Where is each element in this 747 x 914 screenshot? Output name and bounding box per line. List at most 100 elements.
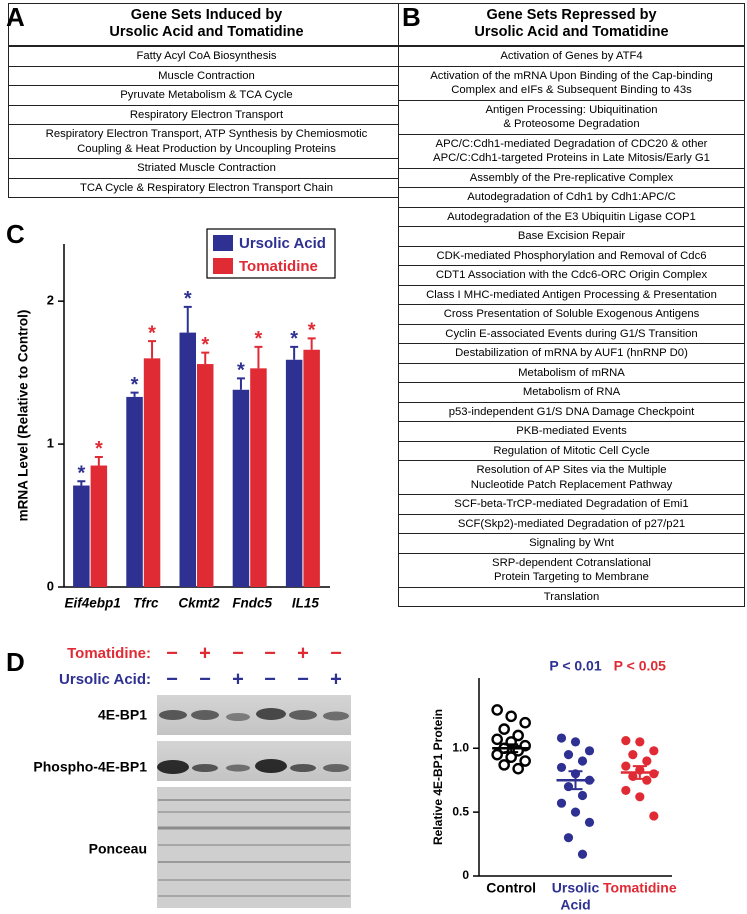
gene-set-row: Respiratory Electron Transport, ATP Synt…	[9, 124, 404, 158]
data-point	[512, 729, 524, 742]
y-tick-label: 0	[462, 868, 469, 882]
data-point	[628, 750, 638, 760]
title-line: Ursolic Acid and Tomatidine	[474, 24, 669, 40]
row-line: Autodegradation of Cdh1 by Cdh1:APC/C	[467, 191, 676, 203]
gene-set-row: Regulation of Mitotic Cell Cycle	[399, 440, 744, 461]
data-point	[577, 849, 588, 859]
row-line: Cross Presentation of Soluble Exogenous …	[443, 308, 700, 320]
row-line: Resolution of AP Sites via the Multiple	[476, 464, 667, 476]
row-line: APC/C:Cdh1-mediated Degradation of CDC20…	[435, 137, 708, 150]
row-line: p53-independent G1/S DNA Damage Checkpoi…	[448, 405, 695, 418]
gene-set-row: Antigen Processing: Ubiquitination & Prot…	[399, 99, 744, 134]
ponceau-bands	[158, 799, 350, 897]
row-line: Nucleotide Patch Replacement Pathway	[470, 478, 673, 491]
bar	[285, 359, 303, 587]
treatment-sign: +	[297, 642, 309, 664]
row-line: SRP-dependent Cotranslational	[492, 556, 651, 569]
row-line: Class I MHC-mediated Antigen Processing …	[426, 288, 717, 301]
data-point	[556, 762, 567, 773]
significance-star: *	[237, 360, 245, 382]
p-value: P < 0.05	[614, 658, 667, 674]
x-tick-label: Ckmt2	[178, 596, 220, 611]
row-line: CDK-mediated Phosphorylation and Removal…	[436, 249, 707, 262]
gene-set-row: p53-independent G1/S DNA Damage Checkpoi…	[399, 401, 744, 422]
panel-letter: B	[402, 2, 421, 32]
blot-phospho	[157, 741, 351, 781]
gene-set-row: PKB-mediated Events	[399, 421, 744, 441]
treatment-sign: +	[330, 668, 342, 690]
data-point	[563, 750, 574, 760]
gene-set-row: TCA Cycle & Respiratory Electron Transpo…	[9, 177, 404, 198]
treatment-sign: −	[264, 642, 276, 664]
row-line: Destabilization of mRNA by AUF1 (hnRNP D…	[455, 347, 688, 359]
y-tick-label: 0	[47, 578, 54, 593]
data-point	[577, 756, 588, 766]
error-bar	[130, 391, 139, 397]
gene-set-row: Translation	[399, 586, 744, 607]
gene-set-row: Destabilization of mRNA by AUF1 (hnRNP D…	[399, 343, 744, 363]
significance-star: *	[131, 374, 139, 396]
data-point	[498, 759, 510, 771]
data-point	[519, 755, 531, 767]
y-axis-label: mRNA Level (Relative to Control)	[16, 310, 31, 522]
significance-star: *	[201, 334, 209, 356]
error-bar	[290, 345, 299, 360]
legend: Ursolic Acid Tomatidine	[206, 228, 336, 279]
row-line: APC/C:Cdh1-targeted Proteins in Late Mit…	[433, 152, 710, 164]
row-line: Signaling by Wnt	[529, 537, 614, 549]
row-line: Respiratory Electron Transport, ATP Synt…	[45, 128, 368, 140]
row-line: Base Excision Repair	[517, 230, 626, 242]
data-point	[505, 710, 517, 723]
data-point	[570, 737, 581, 747]
bar	[197, 364, 214, 587]
error-bar	[77, 480, 86, 486]
row-line: CDT1 Association with the Cdc6-ORC Origi…	[435, 269, 708, 281]
sem-bar	[632, 765, 647, 780]
gene-set-row: Assembly of the Pre-replicative Complex	[399, 167, 744, 188]
row-line: Autodegradation of the E3 Ubiquitin Liga…	[447, 210, 696, 223]
data-point	[649, 811, 659, 821]
y-tick-label: 0.5	[452, 804, 469, 818]
bar	[303, 349, 320, 587]
blot-label: 4E-BP1	[98, 707, 147, 723]
data-point	[519, 716, 531, 729]
group-label: Acid	[560, 897, 590, 913]
row-line: SCF-beta-TrCP-mediated Degradation of Em…	[454, 498, 689, 510]
treatment-label: Tomatidine:	[67, 645, 151, 662]
x-tick-label: Fndc5	[232, 596, 272, 611]
y-tick-label: 1.0	[452, 740, 469, 754]
gene-set-row: CDT1 Association with the Cdc6-ORC Origi…	[399, 265, 744, 285]
row-line: Translation	[543, 590, 600, 603]
gene-set-row: Metabolism of RNA	[399, 382, 744, 402]
data-point	[570, 807, 581, 817]
panel-letter: D	[6, 647, 25, 677]
blot-ponceau	[157, 787, 351, 908]
y-tick-label: 2	[47, 293, 54, 308]
data-point	[621, 761, 631, 771]
legend-label: Tomatidine	[239, 258, 318, 275]
data-point	[556, 733, 567, 743]
row-line: Activation of Genes by ATF4	[500, 50, 643, 62]
gene-set-row: Pyruvate Metabolism & TCA Cycle	[9, 85, 404, 105]
data-point	[621, 785, 631, 796]
treatment-sign: −	[166, 668, 178, 690]
bar	[90, 465, 108, 587]
table-title: Gene Sets Induced by Ursolic Acid and Tom…	[9, 4, 404, 46]
data-point	[491, 748, 503, 761]
row-line: Assembly of the Pre-replicative Complex	[469, 171, 674, 184]
significance-star: *	[308, 320, 316, 342]
significance-star: *	[255, 328, 263, 350]
legend-label: Ursolic Acid	[239, 235, 326, 252]
row-line: & Proteosome Degradation	[503, 118, 640, 130]
gene-set-row: Muscle Contraction	[9, 65, 404, 86]
gene-set-row: Cyclin E-associated Events during G1/S T…	[399, 323, 744, 344]
significance-star: *	[184, 288, 192, 310]
gene-set-row: Cross Presentation of Soluble Exogenous …	[399, 304, 744, 324]
significance-star: *	[148, 322, 156, 344]
gene-set-row: Metabolism of mRNA	[399, 362, 744, 383]
error-bar	[201, 351, 210, 365]
row-line: SCF(Skp2)-mediated Degradation of p27/p2…	[457, 517, 686, 530]
row-line: Pyruvate Metabolism & TCA Cycle	[120, 89, 293, 101]
